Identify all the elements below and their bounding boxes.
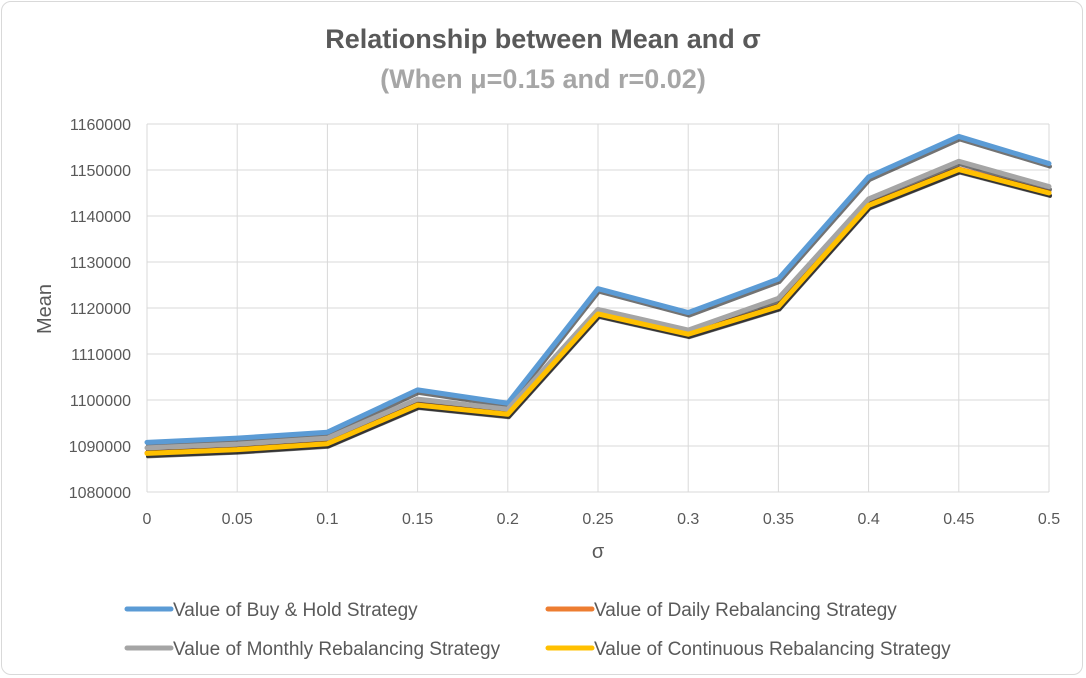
y-axis-ticks: 1080000 1090000 1100000 1110000 1120000 11300… bbox=[69, 117, 131, 502]
y-axis-title: Mean bbox=[34, 284, 56, 334]
legend-label-value-of-daily-rebalancing-strategy: Value of Daily Rebalancing Strategy bbox=[594, 600, 897, 621]
x-tick-label: 0.4 bbox=[857, 511, 879, 528]
x-axis-title: σ bbox=[592, 541, 605, 563]
series-shadow-value-of-buy-hold-strategy bbox=[146, 137, 1052, 448]
legend-label-value-of-monthly-rebalancing-strategy: Value of Monthly Rebalancing Strategy bbox=[173, 639, 501, 660]
series-line-value-of-continuous-rebalancing-strategy bbox=[144, 167, 1052, 456]
x-tick-label: 0.1 bbox=[316, 511, 338, 528]
y-tick-label: 1100000 bbox=[70, 393, 131, 410]
y-tick-label: 1080000 bbox=[69, 485, 131, 502]
series-line-value-of-monthly-rebalancing-strategy bbox=[144, 158, 1052, 451]
chart-title: Relationship between Mean and σ bbox=[325, 24, 761, 54]
series-shadow-value-of-continuous-rebalancing-strategy bbox=[146, 170, 1052, 459]
chart-subtitle: (When μ=0.15 and r=0.02) bbox=[380, 64, 706, 94]
x-tick-label: 0.15 bbox=[402, 511, 433, 528]
x-tick-label: 0.45 bbox=[943, 511, 974, 528]
y-tick-label: 1090000 bbox=[69, 439, 131, 456]
x-tick-label: 0.3 bbox=[677, 511, 699, 528]
legend-label-value-of-buy-hold-strategy: Value of Buy & Hold Strategy bbox=[173, 600, 418, 621]
legend: Value of Buy & Hold Strategy Value of Dai… bbox=[124, 600, 951, 660]
y-tick-label: 1110000 bbox=[71, 347, 131, 364]
x-tick-label: 0 bbox=[143, 511, 152, 528]
gridlines bbox=[146, 123, 1050, 493]
x-tick-label: 0.25 bbox=[582, 511, 613, 528]
x-tick-label: 0.35 bbox=[763, 511, 794, 528]
y-tick-label: 1160000 bbox=[70, 117, 131, 134]
series-lines bbox=[144, 133, 1052, 459]
series-line-value-of-buy-hold-strategy bbox=[144, 133, 1052, 445]
x-tick-label: 0.2 bbox=[497, 511, 519, 528]
y-tick-label: 1140000 bbox=[70, 209, 131, 226]
legend-label-value-of-continuous-rebalancing-strategy: Value of Continuous Rebalancing Strategy bbox=[594, 639, 951, 660]
y-tick-label: 1150000 bbox=[70, 163, 131, 180]
x-tick-label: 0.05 bbox=[222, 511, 253, 528]
y-tick-label: 1120000 bbox=[70, 301, 131, 318]
y-tick-label: 1130000 bbox=[70, 255, 131, 272]
x-axis-ticks: 0 0.05 0.1 0.15 0.2 0.25 0.3 0.35 0.4 0.45 0.5 bbox=[143, 511, 1061, 528]
x-tick-label: 0.5 bbox=[1038, 511, 1060, 528]
